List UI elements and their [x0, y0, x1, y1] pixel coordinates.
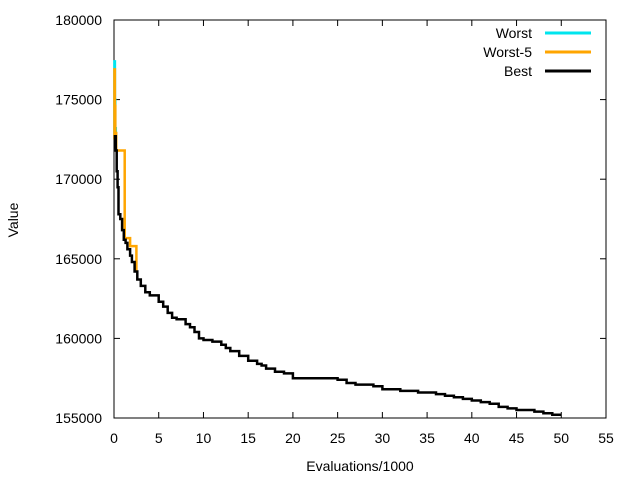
- x-tick-label: 0: [110, 430, 118, 446]
- plot-frame: [113, 19, 607, 419]
- y-tick-label: 160000: [55, 330, 102, 346]
- x-tick-label: 5: [155, 430, 163, 446]
- legend-label: Best: [504, 63, 532, 79]
- y-tick-label: 170000: [55, 171, 102, 187]
- x-tick-label: 55: [598, 430, 614, 446]
- y-tick-label: 165000: [55, 251, 102, 267]
- legend-label: Worst-5: [483, 44, 532, 60]
- y-axis-title: Value: [5, 202, 21, 237]
- x-tick-label: 20: [285, 430, 301, 446]
- series-line-best: [113, 134, 562, 417]
- y-tick-label: 155000: [55, 410, 102, 426]
- series-layer: [113, 60, 562, 417]
- x-tick-label: 10: [196, 430, 212, 446]
- x-tick-label: 15: [240, 430, 256, 446]
- x-tick-label: 30: [375, 430, 391, 446]
- x-tick-label: 40: [464, 430, 480, 446]
- tick-labels: 0 5 10 15 20 25 30 35 40 45 50 55 155000 160000 165000…: [55, 12, 614, 446]
- axis-ticks: [113, 19, 607, 419]
- legend-label: Worst: [496, 25, 532, 41]
- x-tick-label: 35: [419, 430, 435, 446]
- x-tick-label: 50: [553, 430, 569, 446]
- x-axis-title: Evaluations/1000: [306, 458, 414, 474]
- legend: Worst Worst-5 Best: [483, 25, 591, 79]
- series-line-worst-5: [113, 68, 138, 272]
- x-tick-label: 45: [509, 430, 525, 446]
- y-tick-label: 180000: [55, 12, 102, 28]
- x-tick-label: 25: [330, 430, 346, 446]
- y-tick-label: 175000: [55, 92, 102, 108]
